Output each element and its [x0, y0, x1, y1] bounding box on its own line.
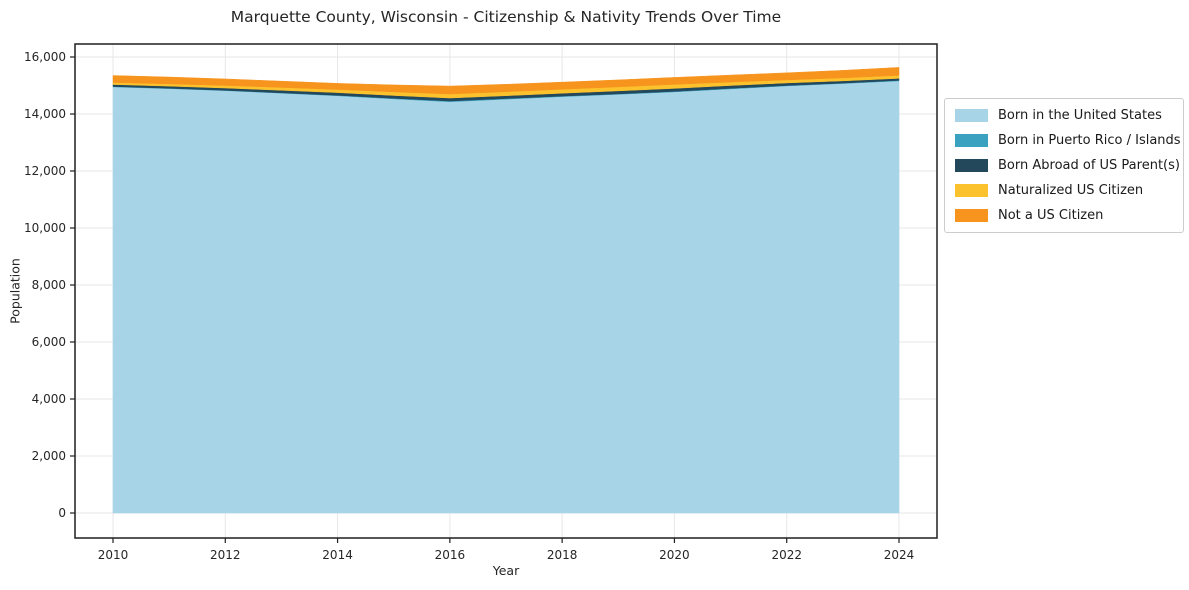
legend: Born in the United States Born in Puerto …	[944, 98, 1184, 233]
y-tick-label: 16,000	[24, 50, 66, 64]
area-born-in-the-united-states	[112, 80, 900, 514]
legend-swatch-not-a-us-citizen	[955, 209, 988, 222]
y-tick-label: 0	[58, 506, 66, 520]
legend-item-born-in-puerto-rico-islands: Born in Puerto Rico / Islands	[955, 133, 1181, 148]
x-tick-label: 2020	[659, 548, 690, 562]
legend-swatch-born-in-the-united-states	[955, 109, 988, 122]
area-not-a-us-citizen	[112, 67, 900, 95]
y-tick-label: 6,000	[32, 335, 66, 349]
chart-title: Marquette County, Wisconsin - Citizenshi…	[230, 8, 782, 26]
legend-label: Born Abroad of US Parent(s)	[998, 158, 1180, 173]
y-tick-label: 8,000	[32, 278, 66, 292]
x-tick-label: 2010	[98, 548, 129, 562]
legend-label: Born in Puerto Rico / Islands	[998, 133, 1181, 148]
y-axis-label: Population	[7, 258, 23, 324]
legend-item-born-in-the-united-states: Born in the United States	[955, 108, 1173, 123]
legend-swatch-born-in-puerto-rico-islands	[955, 134, 988, 147]
x-tick-label: 2012	[210, 548, 241, 562]
legend-item-naturalized-us-citizen: Naturalized US Citizen	[955, 183, 1173, 198]
legend-swatch-naturalized-us-citizen	[955, 184, 988, 197]
x-tick-label: 2016	[435, 548, 466, 562]
x-tick-label: 2018	[547, 548, 578, 562]
x-axis-label: Year	[492, 563, 520, 578]
y-tick-label: 10,000	[24, 221, 66, 235]
legend-swatch-born-abroad-of-us-parent-s	[955, 159, 988, 172]
legend-item-not-a-us-citizen: Not a US Citizen	[955, 208, 1173, 223]
x-tick-label: 2024	[884, 548, 915, 562]
legend-label: Born in the United States	[998, 108, 1162, 123]
x-tick-label: 2022	[771, 548, 802, 562]
y-tick-label: 2,000	[32, 449, 66, 463]
legend-label: Naturalized US Citizen	[998, 183, 1144, 198]
legend-label: Not a US Citizen	[998, 208, 1104, 223]
y-tick-label: 14,000	[24, 107, 66, 121]
legend-item-born-abroad-of-us-parent-s: Born Abroad of US Parent(s)	[955, 158, 1180, 173]
y-tick-label: 4,000	[32, 392, 66, 406]
x-tick-label: 2014	[322, 548, 353, 562]
y-tick-label: 12,000	[24, 164, 66, 178]
plot-frame	[74, 43, 938, 539]
